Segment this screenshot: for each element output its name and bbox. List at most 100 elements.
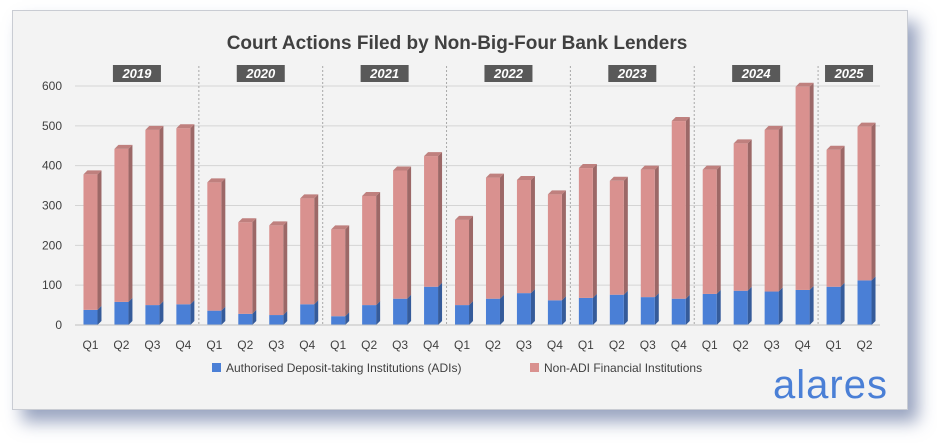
bar-top-non-adi bbox=[578, 164, 597, 169]
bar-adi bbox=[857, 280, 872, 325]
x-tick-label: Q1 bbox=[330, 338, 346, 352]
legend-swatch-adi bbox=[212, 363, 221, 372]
year-label: 2024 bbox=[741, 66, 772, 81]
bar-non-adi bbox=[176, 128, 191, 305]
year-label-box bbox=[732, 65, 781, 82]
bar-adi bbox=[702, 293, 717, 325]
bar-top-non-adi bbox=[114, 144, 133, 149]
bar-adi bbox=[795, 289, 810, 325]
bar-side-adi bbox=[530, 289, 535, 325]
x-tick-label: Q3 bbox=[268, 338, 284, 352]
bar-side-adi bbox=[376, 301, 381, 325]
bar-side-non-adi bbox=[128, 144, 133, 302]
bar-adi bbox=[609, 294, 624, 325]
legend: Authorised Deposit-taking Institutions (… bbox=[212, 361, 702, 375]
year-label: 2021 bbox=[369, 66, 399, 81]
x-tick-label: Q2 bbox=[237, 338, 253, 352]
year-label-box bbox=[484, 65, 533, 82]
x-tick-label: Q4 bbox=[299, 338, 315, 352]
bar-top-non-adi bbox=[238, 218, 257, 223]
year-label: 2025 bbox=[834, 66, 865, 81]
bar-side-non-adi bbox=[809, 82, 814, 290]
x-tick-label: Q1 bbox=[206, 338, 222, 352]
bar-non-adi bbox=[238, 222, 253, 314]
bar-non-adi bbox=[83, 174, 98, 310]
y-tick-label: 200 bbox=[42, 238, 62, 252]
x-tick-label: Q1 bbox=[578, 338, 594, 352]
bar-top-non-adi bbox=[764, 125, 783, 130]
y-tick-label: 500 bbox=[42, 119, 62, 133]
bar-side-adi bbox=[407, 294, 412, 325]
bars bbox=[83, 82, 876, 325]
bar-side-adi bbox=[871, 276, 876, 325]
bar-non-adi bbox=[795, 86, 810, 290]
bar-adi bbox=[269, 315, 284, 325]
bar-top-non-adi bbox=[609, 176, 628, 181]
y-axis: 0 100 200 300 400 500 600 bbox=[42, 79, 62, 332]
bar-top-non-adi bbox=[331, 225, 350, 230]
bar-adi bbox=[393, 298, 408, 325]
bar-side-non-adi bbox=[376, 191, 381, 306]
bar-adi bbox=[424, 286, 439, 325]
bar-non-adi bbox=[114, 148, 129, 302]
bar-side-non-adi bbox=[407, 166, 412, 299]
x-tick-label: Q1 bbox=[454, 338, 470, 352]
bar-top-non-adi bbox=[547, 190, 566, 195]
gridlines bbox=[75, 85, 880, 326]
y-tick-label: 0 bbox=[55, 318, 62, 332]
bar-side-non-adi bbox=[530, 176, 535, 294]
bar-adi bbox=[578, 297, 593, 325]
x-tick-label: Q2 bbox=[361, 338, 377, 352]
x-tick-label: Q3 bbox=[144, 338, 160, 352]
bar-non-adi bbox=[578, 168, 593, 298]
x-tick-label: Q4 bbox=[795, 338, 811, 352]
bar-adi bbox=[331, 316, 346, 325]
bar-non-adi bbox=[857, 126, 872, 281]
bar-non-adi bbox=[609, 180, 624, 295]
bar-top-non-adi bbox=[795, 82, 814, 87]
x-tick-label: Q1 bbox=[82, 338, 98, 352]
bar-side-adi bbox=[252, 309, 257, 325]
x-tick-label: Q2 bbox=[857, 338, 873, 352]
bar-adi bbox=[145, 305, 160, 325]
bar-top-non-adi bbox=[702, 165, 721, 170]
bar-side-adi bbox=[716, 289, 721, 325]
bar-non-adi bbox=[300, 198, 315, 305]
bar-top-non-adi bbox=[176, 124, 195, 129]
bar-adi bbox=[764, 291, 779, 325]
bar-top-non-adi bbox=[857, 122, 876, 127]
bar-top-non-adi bbox=[733, 139, 752, 144]
bar-side-adi bbox=[128, 297, 133, 325]
bar-side-adi bbox=[592, 293, 597, 325]
bar-side-non-adi bbox=[283, 221, 288, 316]
x-tick-label: Q3 bbox=[392, 338, 408, 352]
year-label: 2022 bbox=[493, 66, 524, 81]
bar-non-adi bbox=[331, 229, 346, 317]
bar-top-non-adi bbox=[671, 117, 690, 122]
bar-top-non-adi bbox=[485, 173, 504, 178]
bar-non-adi bbox=[269, 225, 284, 316]
bar-side-adi bbox=[190, 300, 195, 325]
year-label-box bbox=[608, 65, 657, 82]
bar-side-non-adi bbox=[747, 139, 752, 291]
x-tick-label: Q3 bbox=[640, 338, 656, 352]
bar-top-non-adi bbox=[826, 145, 845, 150]
bar-adi bbox=[516, 293, 531, 325]
bar-non-adi bbox=[733, 143, 748, 291]
bar-adi bbox=[114, 301, 129, 325]
bar-side-adi bbox=[561, 296, 566, 325]
year-label: 2023 bbox=[617, 66, 648, 81]
bar-side-non-adi bbox=[592, 164, 597, 298]
bar-non-adi bbox=[702, 169, 717, 294]
bar-non-adi bbox=[826, 149, 841, 287]
chart-title: Court Actions Filed by Non-Big-Four Bank… bbox=[227, 33, 688, 54]
bar-non-adi bbox=[485, 177, 500, 299]
bar-side-adi bbox=[747, 286, 752, 325]
bar-side-adi bbox=[159, 301, 164, 325]
bar-side-adi bbox=[840, 282, 845, 325]
bar-side-adi bbox=[221, 306, 226, 325]
bar-non-adi bbox=[145, 129, 160, 306]
bar-top-non-adi bbox=[516, 176, 535, 181]
x-tick-label: Q4 bbox=[175, 338, 191, 352]
